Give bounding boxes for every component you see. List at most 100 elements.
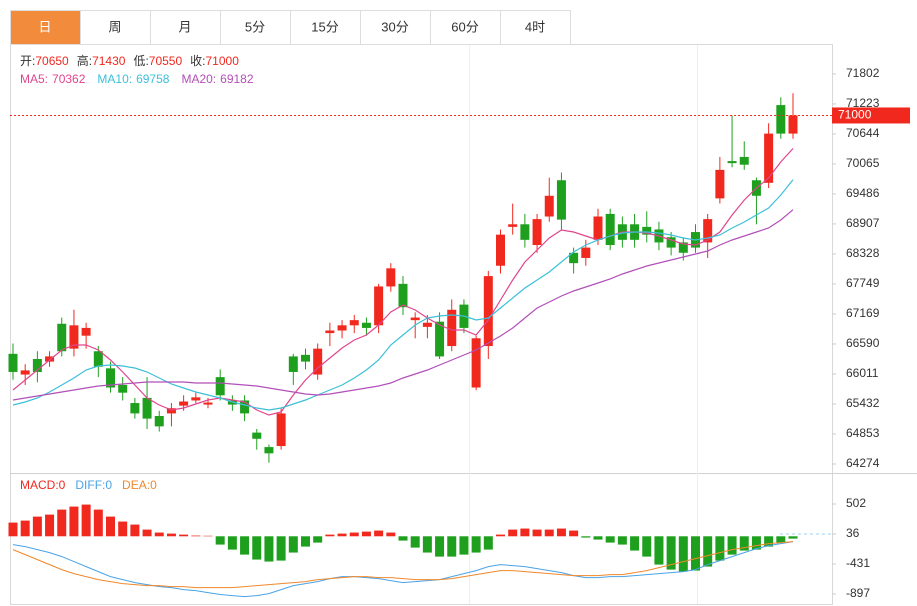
- tab-label[interactable]: 4时: [525, 19, 545, 34]
- ohlc-label: 开:: [20, 54, 35, 68]
- macd-bar: [20, 520, 30, 537]
- tab-label[interactable]: 60分: [451, 19, 478, 34]
- legend-value: 70362: [52, 72, 86, 86]
- macd-bar: [496, 534, 505, 537]
- candle-body: [532, 219, 542, 246]
- ohlc-value: 71430: [92, 54, 126, 68]
- macd-bar: [605, 536, 615, 543]
- macd-bar: [398, 536, 408, 541]
- candle-body: [739, 156, 749, 165]
- y-tick-label: 70065: [846, 156, 880, 170]
- macd-bar: [106, 516, 115, 537]
- tab[interactable]: [290, 10, 361, 45]
- tab[interactable]: [220, 10, 291, 45]
- candle-body: [57, 323, 67, 352]
- macd-bar: [301, 536, 310, 547]
- macd-bar: [337, 533, 347, 537]
- candle-body: [264, 447, 274, 454]
- candle-body: [776, 105, 786, 134]
- y-tick-label: 68328: [846, 246, 880, 260]
- ohlc-label: 收:: [190, 54, 205, 68]
- tab[interactable]: [500, 10, 571, 45]
- tab-label[interactable]: 5分: [245, 19, 265, 34]
- tab-label[interactable]: 月: [178, 19, 191, 34]
- macd-bar: [313, 536, 323, 543]
- candle-body: [288, 356, 298, 372]
- macd-bar: [57, 509, 67, 537]
- macd-bar: [361, 531, 371, 537]
- macd-bar: [508, 529, 518, 537]
- y-tick-label: 71802: [846, 66, 880, 80]
- legend-value: 0: [105, 478, 112, 492]
- y-tick-label: 64853: [846, 426, 880, 440]
- candle-body: [569, 252, 579, 264]
- macd-bar: [581, 536, 591, 538]
- legend-label: DEA:: [122, 478, 150, 492]
- tab-label[interactable]: 30分: [381, 19, 408, 34]
- legend-label: MA10:: [97, 72, 132, 86]
- macd-bar: [142, 529, 152, 537]
- macd-bar: [166, 533, 176, 537]
- macd-bar: [191, 535, 201, 537]
- candle-body: [142, 397, 152, 419]
- candle-body: [32, 359, 42, 372]
- legend-label: MA5:: [20, 72, 48, 86]
- candle-body: [313, 348, 323, 375]
- candle-body: [93, 351, 103, 367]
- macd-bar: [447, 536, 457, 557]
- macd-bar: [264, 536, 274, 562]
- ohlc-readout: 开:70650 高:71430 低:70550 收:71000: [20, 53, 239, 68]
- legend-value: 0: [59, 478, 66, 492]
- ohlc-label: 高:: [77, 53, 92, 68]
- macd-bar: [374, 530, 384, 537]
- macd-bar: [569, 530, 579, 537]
- candle-body: [20, 370, 30, 375]
- candle-body: [593, 216, 603, 240]
- tab[interactable]: [150, 10, 221, 45]
- macd-bar: [703, 536, 713, 567]
- tab[interactable]: [10, 10, 81, 45]
- candle-body: [106, 368, 115, 388]
- candle-body: [8, 353, 18, 372]
- macd-line: [12, 541, 794, 598]
- legend-label: MACD:: [20, 478, 59, 492]
- candle-body: [45, 356, 55, 362]
- ohlc-value: 70550: [149, 54, 183, 68]
- tab-label[interactable]: 15分: [311, 19, 338, 34]
- candle-body: [276, 413, 286, 447]
- candle-body: [410, 317, 420, 321]
- macd-bar: [739, 536, 749, 551]
- candle-body: [496, 234, 505, 266]
- candle-body: [678, 242, 688, 253]
- macd-bar: [8, 522, 18, 537]
- candle-body: [154, 416, 164, 427]
- y-tick-label: 67169: [846, 306, 880, 320]
- candle-body: [422, 322, 432, 327]
- macd-tick-label: -431: [846, 556, 870, 570]
- y-tick-label: 66590: [846, 336, 880, 350]
- candle-body: [715, 169, 725, 199]
- candle-body: [349, 320, 359, 326]
- candle-body: [215, 377, 225, 396]
- macd-bar: [471, 536, 481, 553]
- tab[interactable]: [360, 10, 431, 45]
- tab-label[interactable]: 日: [38, 19, 51, 34]
- candle-body: [81, 327, 91, 336]
- macd-bar: [642, 536, 652, 557]
- candle-body: [191, 397, 201, 401]
- candle-body: [788, 115, 798, 134]
- macd-bar: [410, 536, 420, 548]
- candle-body: [252, 432, 262, 439]
- candle-body: [69, 325, 79, 349]
- macd-bar: [325, 534, 335, 537]
- macd-bar: [483, 536, 493, 550]
- candle-body: [118, 384, 128, 393]
- macd-readout: MACD:0 DIFF:0 DEA:0: [20, 478, 157, 492]
- tab-label[interactable]: 周: [108, 19, 121, 34]
- candle-body: [471, 338, 481, 388]
- macd-bar: [715, 536, 725, 561]
- tab[interactable]: [80, 10, 151, 45]
- macd-bar: [349, 532, 359, 537]
- legend-label: DIFF:: [75, 478, 105, 492]
- ohlc-value: 70650: [35, 54, 69, 68]
